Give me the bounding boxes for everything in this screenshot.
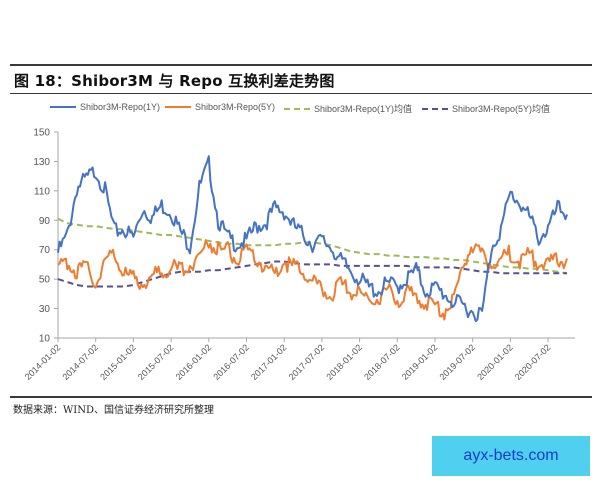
legend-item-1y: Shibor3M-Repo(1Y) (50, 102, 160, 112)
watermark-badge: ayx-bets.com (432, 436, 590, 476)
y-tick-label: 90 (39, 216, 51, 227)
legend-item-5y: Shibor3M-Repo(5Y) (165, 102, 275, 112)
x-tick-label: 2016-01-02 (174, 342, 214, 382)
legend-label-5y: Shibor3M-Repo(5Y) (195, 102, 276, 112)
source-note: 数据来源：WIND、国信证券经济研究所整理 (13, 405, 214, 416)
x-tick-label: 2017-07-02 (287, 342, 327, 382)
y-tick-label: 30 (39, 304, 51, 315)
legend-swatch-5y (165, 106, 191, 108)
legend-label-1y: Shibor3M-Repo(1Y) (80, 102, 161, 112)
legend-swatch-5y-mean (422, 107, 448, 110)
legend-item-5y-mean: Shibor3M-Repo(5Y)均值 (422, 102, 550, 115)
y-tick-label: 110 (34, 186, 50, 197)
legend-swatch-1y-mean (284, 107, 310, 110)
series-line-1y (57, 155, 568, 323)
chart-legend: Shibor3M-Repo(1Y) Shibor3M-Repo(5Y) Shib… (0, 100, 600, 116)
y-tick-label: 10 (39, 334, 51, 345)
y-tick-label: 130 (33, 157, 50, 168)
x-tick-label: 2014-07-02 (60, 342, 100, 382)
x-tick-label: 2020-01-02 (475, 342, 515, 382)
y-tick-label: 150 (33, 128, 50, 139)
y-tick-label: 50 (39, 275, 51, 286)
x-tick-label: 2015-01-02 (98, 342, 138, 382)
x-tick-label: 2020-07-02 (513, 342, 553, 382)
legend-label-1y-mean: Shibor3M-Repo(1Y)均值 (314, 104, 413, 114)
x-tick-label: 2018-07-02 (362, 342, 402, 382)
y-tick-label: 70 (39, 245, 51, 256)
x-tick-label: 2017-01-02 (249, 342, 289, 382)
x-tick-label: 2016-07-02 (211, 342, 251, 382)
title-underline (10, 93, 592, 94)
legend-label-5y-mean: Shibor3M-Repo(5Y)均值 (452, 104, 551, 114)
bottom-rule (10, 396, 592, 398)
figure-title: 图 18：Shibor3M 与 Repo 互换利差走势图 (14, 72, 335, 90)
x-tick-label: 2019-01-02 (400, 342, 440, 382)
series-line-5y (57, 239, 568, 321)
top-rule (10, 64, 592, 66)
x-tick-label: 2015-07-02 (136, 342, 176, 382)
legend-item-1y-mean: Shibor3M-Repo(1Y)均值 (284, 102, 412, 115)
legend-swatch-1y (50, 106, 76, 108)
x-tick-label: 2014-01-02 (23, 342, 63, 382)
x-tick-label: 2018-01-02 (324, 342, 364, 382)
line-chart: 10305070901101301502014-01-022014-07-022… (23, 128, 575, 382)
x-tick-label: 2019-07-02 (437, 342, 477, 382)
